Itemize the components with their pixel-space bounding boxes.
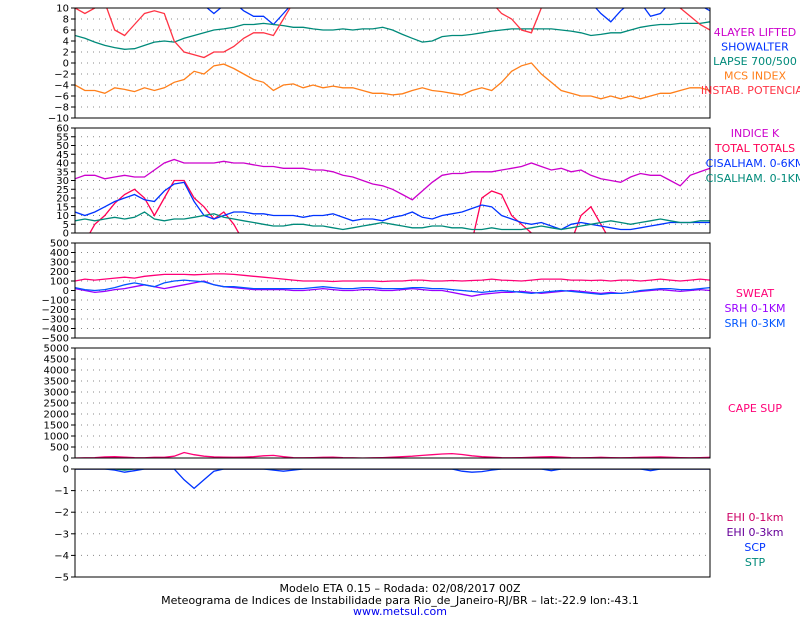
legend-entry: SCP: [744, 541, 766, 554]
y-tick-label: 50: [56, 141, 69, 152]
y-tick-label: 8: [63, 15, 69, 26]
y-tick-label: −400: [42, 324, 69, 335]
series-line-sweat: [75, 273, 710, 283]
plot-frame: [74, 468, 711, 578]
series-line-cisalham-0-1km: [75, 211, 710, 231]
y-tick-label: 40: [56, 159, 69, 170]
legend-entry: CISALHAM. 0-6KM: [706, 157, 800, 170]
y-tick-label: 3000: [44, 388, 69, 399]
series-line-indice-k: [75, 158, 710, 201]
y-tick-label: 1500: [44, 421, 69, 432]
y-tick-label: −2: [54, 508, 69, 519]
legend-entry: SRH 0-3KM: [724, 317, 785, 330]
y-tick-label: 0: [63, 59, 69, 70]
y-tick-label: −3: [54, 529, 69, 540]
y-tick-label: 20: [56, 194, 69, 205]
y-tick-label: 0: [63, 454, 69, 465]
y-tick-label: 100: [50, 277, 69, 288]
y-tick-label: 25: [56, 185, 69, 196]
y-tick-label: 4000: [44, 366, 69, 377]
y-tick-label: −5: [54, 573, 69, 584]
y-tick-label: −10: [48, 114, 69, 125]
y-tick-label: 4: [63, 37, 69, 48]
y-tick-label: 500: [50, 443, 69, 454]
legend-entry: SWEAT: [736, 287, 774, 300]
y-tick-label: 2: [63, 48, 69, 59]
y-tick-label: −100: [42, 296, 69, 307]
legend-entry: TOTAL TOTALS: [714, 142, 795, 155]
panel-cape: 5000450040003500300025002000150010005000…: [44, 344, 783, 465]
series-line-total-totals: [89, 179, 607, 233]
footer-model-run: Modelo ETA 0.15 – Rodada: 02/08/2017 00Z: [279, 582, 520, 595]
legend-entry: INDICE K: [731, 127, 780, 140]
y-tick-label: −8: [54, 103, 69, 114]
y-tick-label: 2500: [44, 399, 69, 410]
y-tick-label: −2: [54, 70, 69, 81]
y-tick-label: 400: [50, 248, 69, 259]
y-tick-label: −4: [54, 551, 69, 562]
y-tick-label: 0: [63, 229, 69, 240]
y-tick-label: 6: [63, 26, 69, 37]
y-tick-label: 5000: [44, 344, 69, 355]
series-line-cape-sup: [75, 451, 710, 458]
legend-entry: STP: [745, 556, 766, 569]
legend-entry: CAPE SUP: [728, 402, 782, 415]
y-tick-label: 45: [56, 150, 69, 161]
y-tick-label: 10: [56, 4, 69, 15]
series-line-srh-0-3km: [75, 279, 710, 295]
series-line-scp: [75, 469, 710, 490]
plot-frame: [74, 242, 711, 339]
series-line-showalter: [206, 8, 710, 26]
legend-entry: MCS INDEX: [724, 70, 787, 83]
plot-frame: [74, 7, 711, 119]
y-tick-label: 500: [50, 239, 69, 250]
series-line-instab-potencial: [75, 8, 710, 59]
series-line-mcs-index: [75, 62, 710, 100]
y-tick-label: 2000: [44, 410, 69, 421]
y-tick-label: −4: [54, 81, 69, 92]
y-tick-label: 0: [63, 286, 69, 297]
legend-entry: 4LAYER LIFTED: [714, 26, 797, 39]
y-tick-label: 35: [56, 167, 69, 178]
y-tick-label: 300: [50, 258, 69, 269]
legend-entry: CISALHAM. 0-1KM: [706, 172, 800, 185]
y-tick-label: 200: [50, 267, 69, 278]
y-tick-label: 5: [63, 220, 69, 231]
panel-ehi: 0 −1 −2 −3 −4 −5 EHI 0-1km EHI 0-3km SCP STP: [54, 465, 783, 584]
y-tick-label: 4500: [44, 355, 69, 366]
y-tick-label: 1000: [44, 432, 69, 443]
y-tick-label: 60: [56, 124, 69, 135]
y-tick-label: 55: [56, 132, 69, 143]
legend-entry: EHI 0-3km: [726, 526, 783, 539]
y-tick-label: −200: [42, 305, 69, 316]
y-tick-label: 3500: [44, 377, 69, 388]
footer-title: Meteograma de Indices de Instabilidade p…: [161, 594, 639, 607]
y-tick-label: −1: [54, 486, 69, 497]
legend-entry: SRH 0-1KM: [724, 302, 785, 315]
y-tick-label: 10: [56, 211, 69, 222]
legend-entry: INSTAB. POTENCIAL: [701, 84, 800, 97]
series-line-srh-0-1km: [75, 280, 710, 297]
y-tick-label: −6: [54, 92, 69, 103]
y-tick-label: −300: [42, 315, 69, 326]
series-line-cisalham-0-6km: [75, 181, 710, 231]
plot-frame: [74, 347, 711, 459]
y-tick-label: 15: [56, 202, 69, 213]
legend-entry: LAPSE 700/500: [713, 55, 797, 68]
y-tick-label: 30: [56, 176, 69, 187]
legend-entry: EHI 0-1km: [726, 511, 783, 524]
y-tick-label: −500: [42, 334, 69, 345]
footer-website-link[interactable]: www.metsul.com: [353, 605, 447, 618]
series-line-lapse-700-500: [75, 21, 710, 50]
legend-entry: SHOWALTER: [721, 41, 789, 54]
plot-frame: [74, 127, 711, 234]
y-tick-label: 0: [63, 465, 69, 476]
